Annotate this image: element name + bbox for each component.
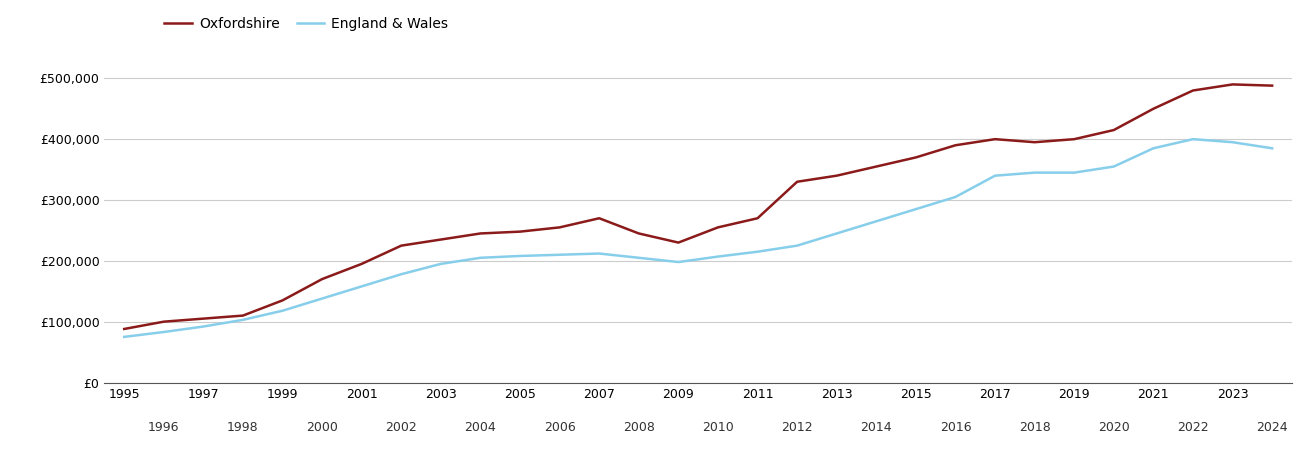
- Line: England & Wales: England & Wales: [124, 139, 1272, 337]
- Oxfordshire: [591, 216, 607, 221]
- Oxfordshire: [790, 179, 805, 184]
- Oxfordshire: [1224, 82, 1240, 87]
- Oxfordshire: [1105, 127, 1121, 133]
- Text: 1998: 1998: [227, 421, 258, 434]
- England & Wales: [552, 252, 568, 257]
- Text: 2008: 2008: [622, 421, 655, 434]
- Text: 2022: 2022: [1177, 421, 1208, 434]
- Oxfordshire: [315, 276, 330, 282]
- Text: 1996: 1996: [147, 421, 180, 434]
- Oxfordshire: [632, 231, 647, 236]
- Oxfordshire: [829, 173, 844, 178]
- England & Wales: [947, 194, 963, 200]
- Text: 2002: 2002: [385, 421, 418, 434]
- Text: 2020: 2020: [1098, 421, 1130, 434]
- Text: 2012: 2012: [782, 421, 813, 434]
- Oxfordshire: [1265, 83, 1280, 88]
- Text: 2006: 2006: [544, 421, 576, 434]
- Oxfordshire: [235, 313, 251, 318]
- Oxfordshire: [1146, 106, 1161, 112]
- England & Wales: [671, 259, 686, 265]
- England & Wales: [868, 219, 883, 224]
- England & Wales: [512, 253, 527, 259]
- England & Wales: [749, 249, 765, 254]
- Oxfordshire: [116, 326, 132, 332]
- England & Wales: [1066, 170, 1082, 176]
- England & Wales: [710, 254, 726, 259]
- England & Wales: [1265, 146, 1280, 151]
- Oxfordshire: [512, 229, 527, 234]
- Oxfordshire: [433, 237, 449, 242]
- Oxfordshire: [354, 261, 369, 266]
- Oxfordshire: [1185, 88, 1201, 93]
- Text: 2018: 2018: [1019, 421, 1051, 434]
- England & Wales: [591, 251, 607, 256]
- Oxfordshire: [908, 155, 924, 160]
- Oxfordshire: [552, 225, 568, 230]
- England & Wales: [116, 334, 132, 340]
- Oxfordshire: [1027, 140, 1043, 145]
- England & Wales: [196, 324, 211, 329]
- England & Wales: [354, 284, 369, 289]
- Text: 2024: 2024: [1257, 421, 1288, 434]
- Oxfordshire: [393, 243, 408, 248]
- England & Wales: [632, 255, 647, 261]
- Text: 2016: 2016: [940, 421, 971, 434]
- England & Wales: [1146, 146, 1161, 151]
- England & Wales: [988, 173, 1004, 178]
- Text: 2004: 2004: [465, 421, 496, 434]
- England & Wales: [472, 255, 488, 261]
- Text: 2000: 2000: [307, 421, 338, 434]
- England & Wales: [908, 207, 924, 212]
- England & Wales: [275, 308, 291, 313]
- England & Wales: [155, 329, 171, 335]
- Oxfordshire: [710, 225, 726, 230]
- England & Wales: [829, 231, 844, 236]
- Text: 2010: 2010: [702, 421, 733, 434]
- England & Wales: [393, 271, 408, 277]
- Oxfordshire: [671, 240, 686, 245]
- England & Wales: [433, 261, 449, 266]
- Oxfordshire: [196, 316, 211, 321]
- England & Wales: [1105, 164, 1121, 169]
- Line: Oxfordshire: Oxfordshire: [124, 85, 1272, 329]
- England & Wales: [790, 243, 805, 248]
- Oxfordshire: [749, 216, 765, 221]
- Oxfordshire: [1066, 136, 1082, 142]
- Oxfordshire: [947, 143, 963, 148]
- Oxfordshire: [155, 319, 171, 324]
- England & Wales: [315, 296, 330, 301]
- Legend: Oxfordshire, England & Wales: Oxfordshire, England & Wales: [159, 12, 454, 37]
- Oxfordshire: [275, 298, 291, 303]
- England & Wales: [1224, 140, 1240, 145]
- England & Wales: [1027, 170, 1043, 176]
- Oxfordshire: [868, 164, 883, 169]
- Oxfordshire: [988, 136, 1004, 142]
- Oxfordshire: [472, 231, 488, 236]
- England & Wales: [1185, 136, 1201, 142]
- Text: 2014: 2014: [860, 421, 893, 434]
- England & Wales: [235, 317, 251, 323]
